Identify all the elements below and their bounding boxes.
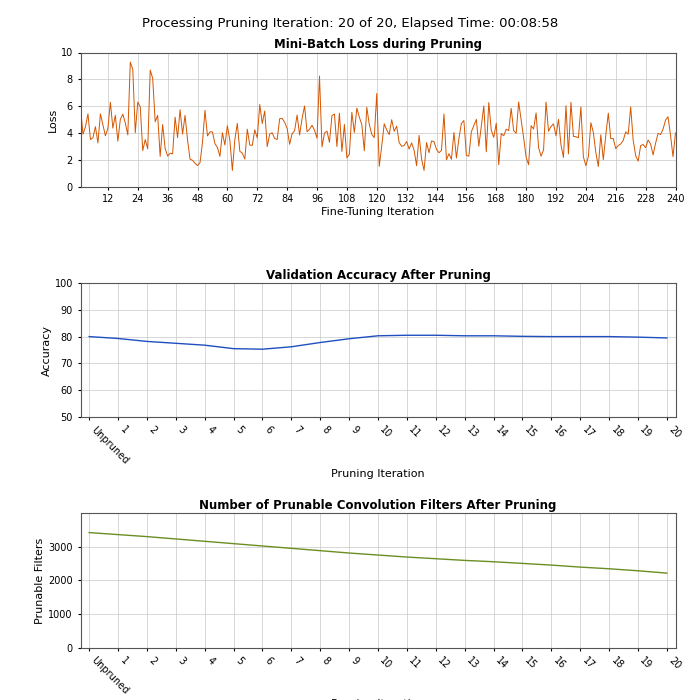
X-axis label: Pruning Iteration: Pruning Iteration bbox=[331, 468, 425, 479]
Title: Number of Prunable Convolution Filters After Pruning: Number of Prunable Convolution Filters A… bbox=[199, 499, 556, 512]
Text: Processing Pruning Iteration: 20 of 20, Elapsed Time: 00:08:58: Processing Pruning Iteration: 20 of 20, … bbox=[142, 18, 558, 31]
Y-axis label: Prunable Filters: Prunable Filters bbox=[36, 538, 46, 624]
X-axis label: Fine-Tuning Iteration: Fine-Tuning Iteration bbox=[321, 207, 435, 217]
Y-axis label: Accuracy: Accuracy bbox=[42, 325, 52, 375]
Title: Validation Accuracy After Pruning: Validation Accuracy After Pruning bbox=[265, 269, 491, 282]
Y-axis label: Loss: Loss bbox=[48, 107, 58, 132]
X-axis label: Pruning Iteration: Pruning Iteration bbox=[331, 699, 425, 700]
Title: Mini-Batch Loss during Pruning: Mini-Batch Loss during Pruning bbox=[274, 38, 482, 51]
